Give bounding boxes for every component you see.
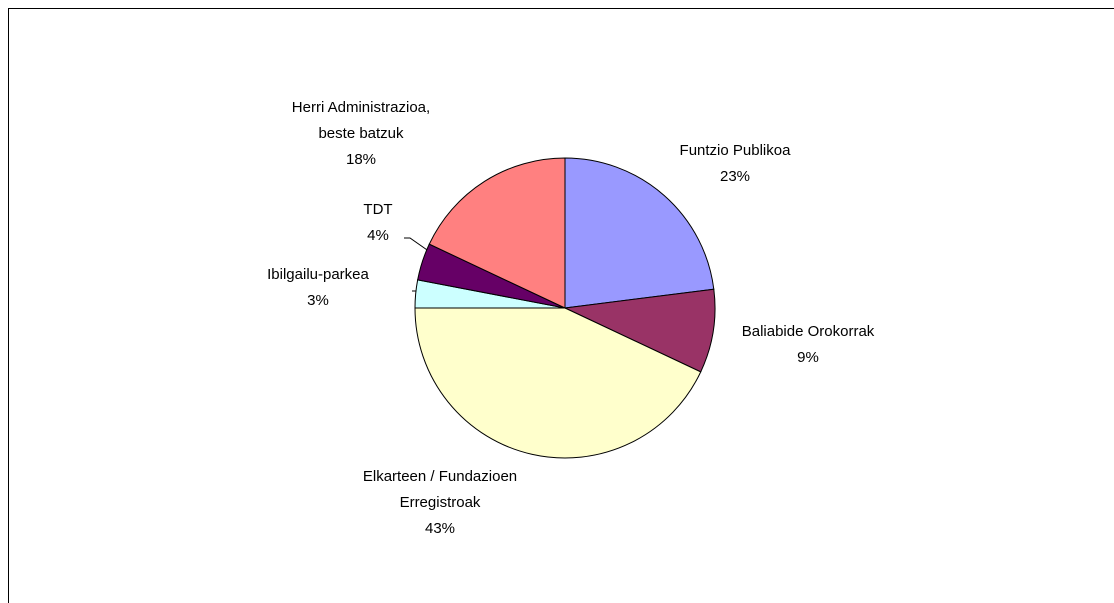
category-label: Herri Administrazioa, beste batzuk (291, 99, 431, 142)
value-label: 3% (307, 292, 329, 309)
category-label: Funtzio Publikoa (679, 142, 791, 159)
chart-frame (8, 8, 1114, 603)
slice-label: Funtzio Publikoa 23% (610, 138, 860, 190)
pie-slice (563, 288, 716, 373)
pie-slice (564, 157, 715, 309)
category-label: Baliabide Orokorrak (741, 323, 875, 340)
category-label: Elkarteen / Fundazioen Erregistroak (362, 468, 518, 511)
pie-slice (414, 307, 702, 459)
slice-label: Elkarteen / Fundazioen Erregistroak 43% (330, 464, 550, 542)
category-label: TDT (363, 201, 393, 218)
value-label: 4% (367, 227, 389, 244)
slice-label: TDT 4% (253, 197, 503, 249)
pie-slice (428, 157, 566, 309)
slice-label: Herri Administrazioa, beste batzuk 18% (286, 95, 436, 173)
slice-label: Ibilgailu-parkea 3% (193, 262, 443, 314)
value-label: 18% (345, 151, 377, 168)
category-label: Ibilgailu-parkea (267, 266, 369, 283)
value-label: 43% (424, 520, 456, 537)
value-label: 23% (719, 168, 751, 185)
slice-label: Baliabide Orokorrak 9% (683, 319, 933, 371)
value-label: 9% (797, 349, 819, 366)
leader-line (404, 237, 431, 253)
